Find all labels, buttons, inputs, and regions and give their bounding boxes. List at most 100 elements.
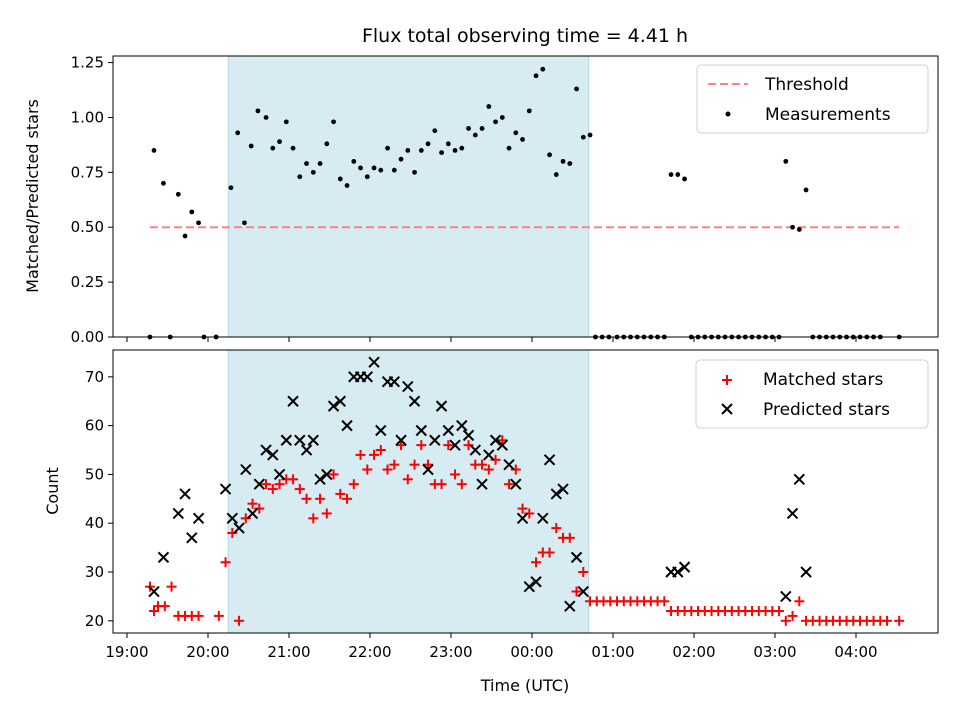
matched-star-point: [335, 488, 346, 499]
measurement-point: [270, 145, 276, 151]
measurement-point: [553, 172, 559, 177]
measurement-point: [574, 86, 579, 92]
predicted-star-point: [557, 483, 569, 495]
predicted-star-point: [415, 424, 428, 437]
matched-star-point: [531, 557, 542, 568]
measurement-point: [675, 172, 681, 177]
bottom-predicted-stars: [148, 356, 812, 612]
predicted-star-point: [577, 585, 590, 598]
predicted-star-point: [462, 429, 475, 442]
matched-star-point: [261, 479, 272, 490]
measurement-point: [182, 233, 188, 239]
top-x-ticks: [126, 337, 857, 342]
predicted-star-point: [300, 444, 313, 456]
matched-star-point: [301, 493, 312, 504]
measurement-point: [560, 158, 566, 164]
measurement-point: [452, 147, 458, 153]
measurement-point: [151, 147, 157, 153]
matched-star-point: [315, 493, 326, 504]
matched-star-point: [382, 464, 393, 475]
predicted-star-point: [469, 444, 482, 456]
matched-star-point: [794, 596, 805, 607]
measurement-point: [682, 176, 687, 182]
measurement-point: [351, 158, 357, 164]
matched-star-point: [294, 484, 305, 495]
matched-star-point: [213, 610, 224, 621]
measurement-point: [331, 119, 336, 125]
matched-star-point: [882, 615, 893, 626]
predicted-star-point: [422, 463, 434, 476]
x-tick-label: 22:00: [348, 643, 391, 661]
matched-star-point: [578, 567, 589, 578]
predicted-star-point: [678, 561, 691, 573]
predicted-star-point: [226, 512, 239, 525]
matched-star-point: [450, 469, 461, 480]
measurement-point: [175, 191, 181, 197]
predicted-star-point: [800, 566, 812, 578]
predicted-star-point: [408, 395, 421, 407]
legend-threshold-label: Threshold: [764, 75, 849, 95]
measurement-point: [587, 132, 593, 138]
matched-star-point: [571, 586, 582, 597]
measurement-point: [317, 161, 323, 166]
predicted-star-point: [516, 512, 529, 525]
matched-star-point: [510, 464, 521, 475]
matched-star-point: [659, 596, 670, 607]
predicted-star-point: [186, 532, 198, 544]
matched-star-point: [774, 606, 785, 617]
matched-star-point: [247, 498, 258, 509]
measurement-point: [310, 169, 316, 175]
measurement-point: [526, 108, 532, 114]
matched-star-point: [517, 503, 528, 514]
predicted-star-point: [246, 507, 259, 520]
top-legend: Threshold Measurements: [696, 64, 929, 134]
y-tick-label: 50: [85, 465, 104, 483]
predicted-star-point: [489, 434, 502, 446]
matched-star-point: [787, 610, 798, 621]
measurement-point: [459, 145, 465, 151]
measurement-point: [439, 150, 444, 155]
measurement-point: [344, 183, 350, 188]
matched-star-point: [355, 449, 366, 460]
matched-star-point: [551, 523, 562, 534]
predicted-star-point: [429, 434, 441, 446]
measurement-point: [499, 115, 505, 120]
predicted-star-point: [192, 512, 205, 525]
predicted-star-point: [456, 419, 468, 432]
matched-star-point: [240, 513, 251, 524]
y-tick-label: 70: [85, 368, 104, 386]
predicted-star-point: [361, 371, 374, 383]
matched-star-point: [389, 459, 400, 470]
y-tick-label: 0.50: [71, 218, 104, 236]
y-tick-label: 0.75: [71, 163, 104, 181]
y-tick-label: 30: [85, 563, 104, 581]
measurement-point: [580, 134, 586, 140]
matched-star-point: [362, 464, 373, 475]
matched-star-point: [328, 469, 339, 480]
measurement-point: [242, 220, 247, 226]
matched-star-point: [477, 459, 488, 470]
measurement-point: [371, 165, 377, 171]
measurement-point: [567, 161, 573, 166]
measurement-point: [513, 130, 519, 136]
measurement-point: [668, 172, 674, 177]
bottom-axes-frame: [112, 349, 939, 634]
matched-star-point: [504, 479, 515, 490]
y-tick-label: 0.00: [71, 328, 104, 346]
measurement-point: [277, 139, 282, 145]
predicted-star-point: [476, 478, 488, 490]
predicted-star-point: [483, 449, 495, 461]
predicted-star-point: [375, 424, 387, 437]
predicted-star-point: [273, 468, 286, 481]
x-tick-label: 01:00: [591, 643, 634, 661]
measurement-point: [493, 119, 498, 125]
predicted-star-point: [314, 473, 326, 486]
y-tick-label: 1.25: [71, 54, 104, 72]
predicted-star-point: [780, 590, 792, 603]
matched-star-point: [342, 493, 353, 504]
chart-title: Flux total observing time = 4.41 h: [362, 25, 688, 47]
measurement-point: [540, 66, 546, 72]
predicted-star-point: [240, 463, 252, 476]
measurement-point: [255, 108, 261, 114]
predicted-star-point: [307, 434, 320, 446]
